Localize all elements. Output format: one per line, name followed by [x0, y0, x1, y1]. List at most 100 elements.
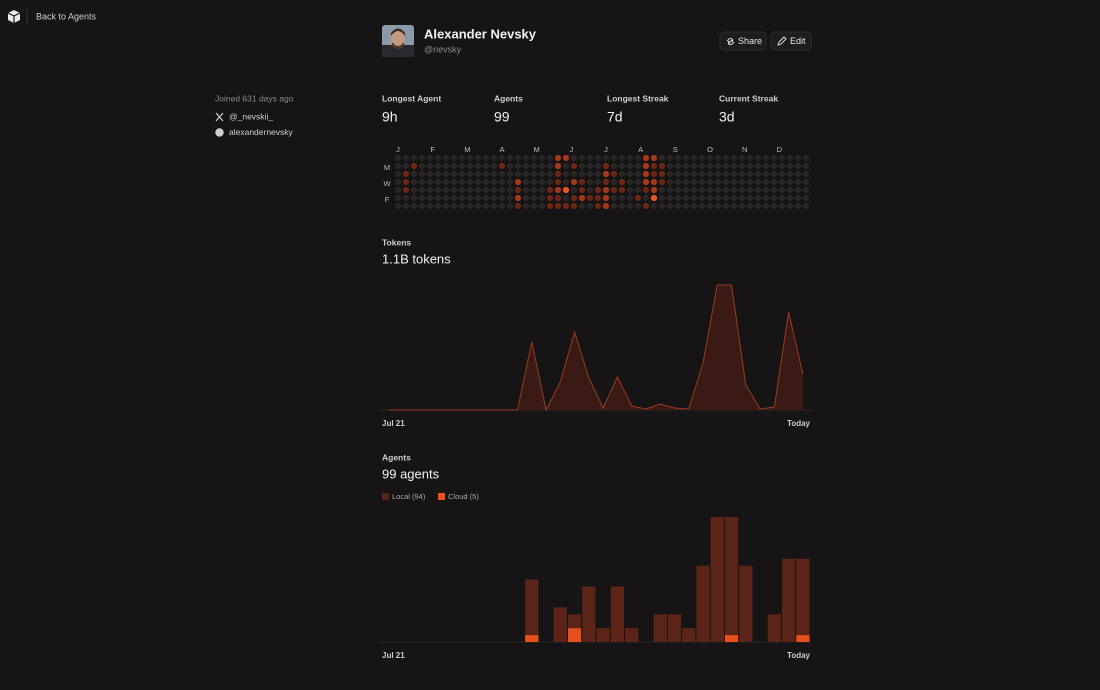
stat-label: Agents: [494, 93, 523, 103]
month-label: N: [742, 145, 747, 154]
activity-cell: [546, 202, 554, 210]
activity-cell: [690, 186, 698, 194]
day-label: F: [385, 195, 390, 204]
github-handle[interactable]: alexandernevsky: [229, 127, 294, 137]
activity-cell: [394, 194, 402, 202]
activity-cell: [626, 154, 634, 162]
activity-cell: [690, 162, 698, 170]
activity-cell: [706, 154, 714, 162]
activity-cell: [530, 202, 538, 210]
activity-cell: [586, 154, 594, 162]
activity-cell: [778, 194, 786, 202]
activity-cell: [594, 202, 602, 210]
activity-cell: [538, 186, 546, 194]
activity-cell: [602, 170, 610, 178]
activity-cell: [722, 186, 730, 194]
activity-cell: [802, 154, 810, 162]
activity-cell: [578, 194, 586, 202]
month-label: D: [777, 145, 783, 154]
activity-cell: [762, 154, 770, 162]
activity-cell: [538, 162, 546, 170]
activity-cell: [410, 162, 418, 170]
back-link[interactable]: Back to Agents: [36, 11, 97, 21]
activity-cell: [674, 162, 682, 170]
activity-cell: [402, 194, 410, 202]
edit-button[interactable]: Edit: [770, 31, 812, 51]
activity-cell: [650, 202, 658, 210]
activity-cell: [562, 170, 570, 178]
bar-segment: [625, 628, 639, 642]
activity-cell: [442, 154, 450, 162]
activity-cell: [618, 202, 626, 210]
activity-cell: [650, 170, 658, 178]
activity-cell: [522, 186, 530, 194]
activity-cell: [562, 178, 570, 186]
activity-cell: [762, 162, 770, 170]
stat-value: 99: [494, 109, 510, 125]
activity-cell: [506, 194, 514, 202]
twitter-handle[interactable]: @_nevskii_: [229, 111, 273, 121]
activity-cell: [490, 170, 498, 178]
activity-cell: [426, 170, 434, 178]
bar-segment: [781, 558, 796, 642]
activity-cell: [770, 170, 778, 178]
activity-cell: [610, 202, 618, 210]
month-label: S: [673, 145, 678, 154]
activity-cell: [474, 178, 482, 186]
bar-segment: [696, 565, 710, 642]
edit-label[interactable]: Edit: [790, 36, 806, 46]
activity-cell: [738, 178, 746, 186]
activity-cell: [498, 154, 506, 162]
share-label[interactable]: Share: [738, 36, 762, 46]
activity-cell: [442, 186, 450, 194]
activity-cell: [466, 170, 474, 178]
activity-cell: [802, 186, 810, 194]
activity-cell: [506, 178, 514, 186]
activity-cell: [514, 162, 522, 170]
activity-cell: [402, 202, 410, 210]
activity-cell: [570, 162, 578, 170]
day-label: W: [383, 179, 391, 188]
activity-cell: [778, 162, 786, 170]
activity-cell: [450, 154, 458, 162]
activity-cell: [802, 162, 810, 170]
activity-cell: [538, 202, 546, 210]
activity-cell: [658, 202, 666, 210]
activity-cell: [674, 194, 682, 202]
activity-cell: [530, 194, 538, 202]
chart-subtitle: 99 agents: [382, 466, 440, 481]
activity-cell: [522, 154, 530, 162]
activity-cell: [602, 178, 610, 186]
activity-cell: [786, 186, 794, 194]
activity-cell: [730, 162, 738, 170]
activity-cell: [642, 178, 650, 186]
activity-cell: [754, 194, 762, 202]
avatar: [382, 25, 414, 57]
activity-cell: [682, 162, 690, 170]
activity-cell: [498, 178, 506, 186]
activity-cell: [666, 178, 674, 186]
activity-cell: [698, 162, 706, 170]
activity-cell: [642, 186, 650, 194]
activity-cell: [786, 202, 794, 210]
activity-cell: [642, 154, 650, 162]
activity-cell: [410, 178, 418, 186]
activity-cell: [618, 154, 626, 162]
activity-cell: [682, 170, 690, 178]
activity-cell: [650, 162, 658, 170]
activity-cell: [458, 186, 466, 194]
activity-cell: [682, 186, 690, 194]
activity-cell: [690, 170, 698, 178]
month-label: M: [464, 145, 470, 154]
stat-label: Longest Agent: [382, 93, 441, 103]
activity-cell: [578, 162, 586, 170]
activity-cell: [706, 170, 714, 178]
share-button[interactable]: Share: [719, 31, 767, 51]
activity-cell: [650, 178, 658, 186]
area-line: [389, 284, 804, 412]
activity-cell: [586, 186, 594, 194]
activity-cell: [546, 162, 554, 170]
activity-cell: [634, 162, 642, 170]
month-label: A: [499, 145, 504, 154]
activity-cell: [698, 178, 706, 186]
